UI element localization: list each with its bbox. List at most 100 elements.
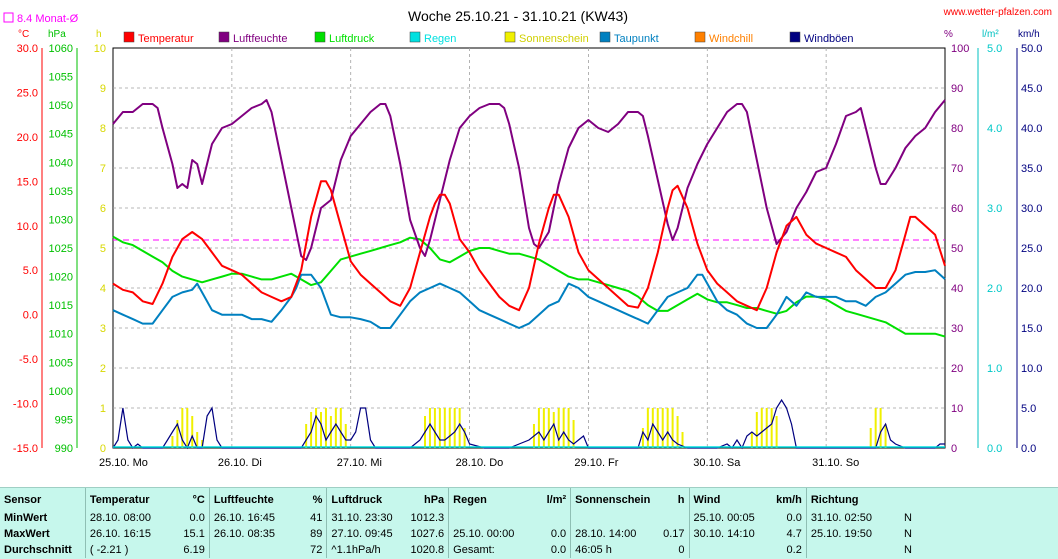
hdr-hum-unit: % [312, 494, 323, 506]
sun-tick-label: 0 [100, 443, 106, 455]
unit-rain: l/m² [982, 29, 999, 40]
legend-swatch [123, 31, 135, 43]
sun-time [570, 510, 656, 526]
humidity-tick-label: 90 [951, 83, 963, 95]
axes: 30.025.020.015.010.05.00.0-5.0-10.0-15.0… [13, 43, 1043, 469]
rain-time [448, 510, 536, 526]
humidity-tick-label: 20 [951, 363, 963, 375]
hdr-sun-unit: h [677, 494, 685, 506]
sun-tick-label: 10 [94, 43, 106, 55]
temp-tick-label: 20.0 [17, 132, 38, 144]
wind-value: 0.0 [786, 512, 802, 524]
row-label: MinWert [4, 512, 48, 524]
legend-swatch [789, 31, 801, 43]
sunshine-bar [641, 428, 644, 448]
stats-table: Sensor Temperatur °C Luftfeuchte % Luftd… [0, 487, 1058, 559]
temp-tick-label: 0.0 [23, 310, 38, 322]
unit-wind: km/h [1018, 29, 1040, 40]
hdr-sensor: Sensor [4, 494, 42, 506]
temp-tick-label: 25.0 [17, 87, 38, 99]
humidity-tick-label: 40 [951, 283, 963, 295]
humidity-tick-label: 10 [951, 403, 963, 415]
sunshine-bar [542, 408, 545, 448]
pressure-tick-label: 1005 [49, 357, 73, 369]
sunshine-bar [656, 408, 659, 448]
pressure-tick-label: 1035 [49, 186, 73, 198]
hum-value: 72 [310, 544, 323, 556]
pressure-tick-label: 1040 [49, 157, 73, 169]
stats-row-min: MinWert 28.10. 08:00 0.0 26.10. 16:45 41… [0, 510, 916, 526]
press-time: ^1.1hPa/h [326, 542, 405, 558]
temperature-line [112, 180, 946, 312]
hdr-wind-unit: km/h [776, 494, 802, 506]
legend-label: Temperatur [138, 33, 194, 45]
temp-value: 15.1 [183, 528, 205, 540]
sunshine-bar [344, 424, 347, 448]
sun-time: 28.10. 14:00 [570, 526, 656, 542]
temp-tick-label: -15.0 [13, 443, 38, 455]
humidity-tick-label: 100 [951, 43, 969, 55]
site-link[interactable]: www.wetter-pfalzen.com [943, 7, 1052, 18]
sun-tick-label: 9 [100, 83, 106, 95]
sunshine-bar [572, 420, 575, 448]
rain-tick-label: 3.0 [987, 203, 1002, 215]
sun-time: 46:05 h [570, 542, 656, 558]
sunshine-bar [750, 432, 753, 448]
wind-time [688, 542, 772, 558]
stats-row-max: MaxWert 26.10. 16:15 15.1 26.10. 08:35 8… [0, 526, 916, 542]
sunshine-bar [770, 408, 773, 448]
sunshine-bar [666, 408, 669, 448]
dir-value: N [904, 544, 912, 556]
sunshine-bar [320, 412, 322, 448]
sun-tick-label: 4 [100, 283, 106, 295]
hum-time: 26.10. 16:45 [208, 510, 296, 526]
hdr-rain-unit: l/m² [546, 494, 567, 506]
rain-tick-label: 2.0 [987, 283, 1002, 295]
wind-tick-label: 20.0 [1021, 283, 1042, 295]
avg-legend-label: 8.4 Monat-Ø [17, 13, 79, 25]
day-label: 27.10. Mi [337, 457, 382, 469]
press-value: 1012.3 [410, 512, 445, 524]
sunshine-bar [681, 432, 684, 448]
sunshine-bar [562, 408, 565, 448]
wind-tick-label: 30.0 [1021, 203, 1042, 215]
sun-value: 0.17 [663, 528, 685, 540]
unit-temp: °C [18, 29, 29, 40]
rain-time: 25.10. 00:00 [448, 526, 536, 542]
press-value: 1020.8 [410, 544, 445, 556]
pressure-tick-label: 1050 [49, 100, 73, 112]
hdr-dir: Richtung [805, 488, 890, 510]
dir-time [805, 542, 890, 558]
sunshine-bar [874, 408, 877, 448]
hdr-rain: Regen [448, 488, 536, 510]
sun-value [655, 510, 689, 526]
sunshine-bar [171, 436, 174, 448]
temp-time: ( -2.21 ) [84, 542, 172, 558]
legend-swatch [599, 31, 611, 43]
legend-swatch [504, 31, 516, 43]
wind-tick-label: 50.0 [1021, 43, 1042, 55]
wind-tick-label: 15.0 [1021, 323, 1042, 335]
sun-tick-label: 2 [100, 363, 106, 375]
sunshine-bar [869, 428, 872, 448]
sunshine-bar [453, 408, 456, 448]
weather-chart: Woche 25.10.21 - 31.10.21 (KW43) www.wet… [3, 7, 1052, 469]
dir-value: N [904, 512, 912, 524]
stats-row-avg: Durchschnitt ( -2.21 ) 6.19 72 ^1.1hPa/h… [0, 542, 916, 558]
wind-tick-label: 35.0 [1021, 163, 1042, 175]
sunshine-bar [552, 412, 555, 448]
hdr-press-unit: hPa [423, 494, 445, 506]
sunshine-bar [176, 420, 179, 448]
rain-time: Gesamt: [448, 542, 536, 558]
temp-time: 28.10. 08:00 [84, 510, 172, 526]
temp-tick-label: -10.0 [13, 399, 38, 411]
hum-time [208, 542, 296, 558]
legend-label: Luftdruck [329, 33, 375, 45]
pressure-tick-label: 995 [55, 414, 73, 426]
unit-sun: h [96, 29, 102, 40]
pressure-line [112, 235, 946, 338]
legend: Temperatur Luftfeuchte Luftdruck Regen Sonne… [123, 31, 854, 45]
pressure-tick-label: 1010 [49, 329, 73, 341]
gusts-line [112, 398, 945, 450]
sunshine-bar [567, 408, 570, 448]
